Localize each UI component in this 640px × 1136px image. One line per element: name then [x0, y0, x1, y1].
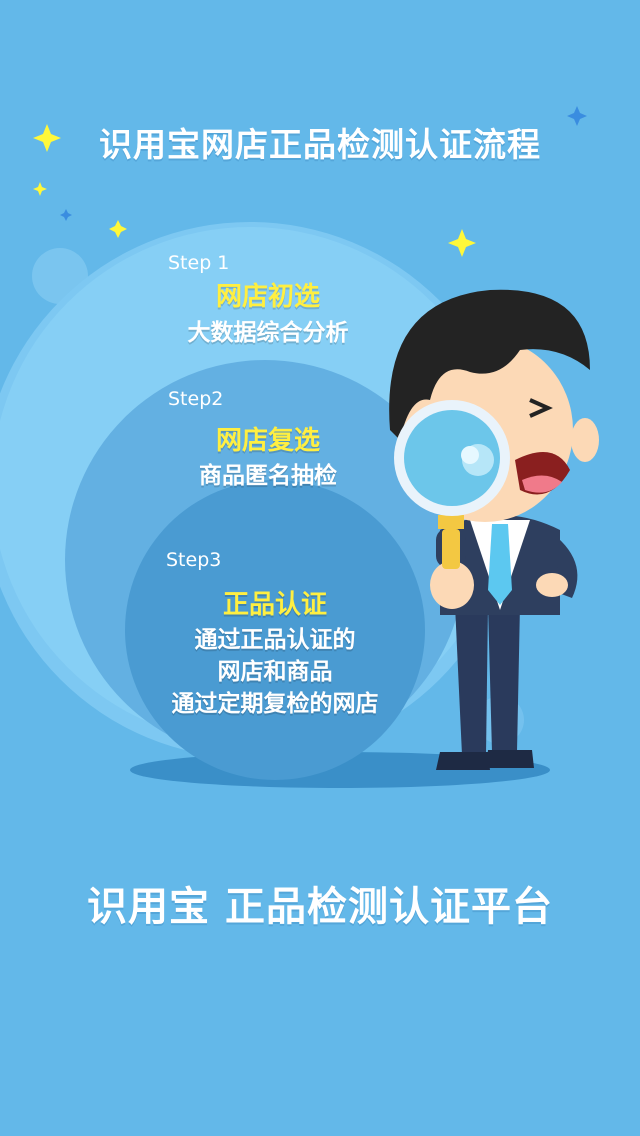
star-icon	[567, 106, 587, 126]
step-1-line: 大数据综合分析	[187, 320, 349, 346]
step-3-heading: 正品认证	[222, 590, 327, 620]
inner-circle	[125, 480, 425, 780]
star-icon	[448, 229, 476, 257]
star-icon	[33, 182, 47, 196]
step-1-heading: 网店初选	[215, 282, 320, 312]
page-title: 识用宝网店正品检测认证流程	[99, 125, 541, 164]
star-icons	[33, 124, 476, 257]
star-icon	[109, 220, 127, 238]
step-3-line-3: 通过定期复检的网店	[171, 691, 379, 717]
step-3-line-2: 网店和商品	[217, 659, 333, 685]
step-2-line: 商品匿名抽检	[199, 463, 337, 489]
businessman-illustration	[389, 289, 599, 770]
step-2-label: Step2	[168, 388, 224, 410]
step-3-line-1: 通过正品认证的	[194, 627, 356, 653]
star-icon	[60, 209, 72, 221]
platform-title: 识用宝 正品检测认证平台	[87, 884, 553, 930]
star-icon	[33, 124, 61, 152]
step-3-label: Step3	[166, 549, 222, 571]
step-2-heading: 网店复选	[215, 426, 320, 456]
step-1-label: Step 1	[168, 252, 230, 274]
